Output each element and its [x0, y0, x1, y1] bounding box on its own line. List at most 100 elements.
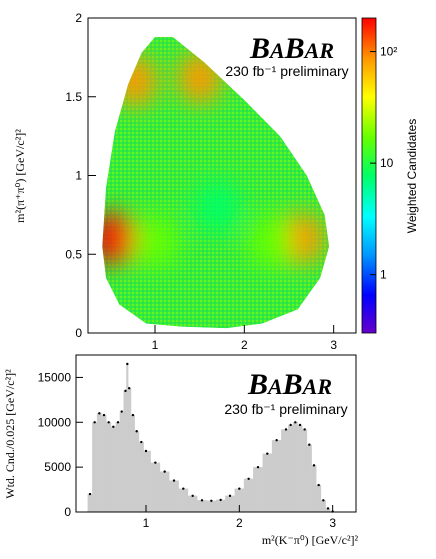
- bottom-x-tick-label: 3: [329, 516, 336, 530]
- histogram-point: [289, 423, 292, 427]
- histogram-point: [228, 494, 232, 498]
- projection-panel: 1 2 3 0 5000 10000 15000 Wtd. Cnd./0.025 [GeV/…: [3, 354, 359, 547]
- histogram-point: [163, 470, 166, 473]
- histogram-point: [144, 449, 148, 453]
- histogram-bar: [187, 495, 198, 513]
- histogram-bar: [302, 429, 308, 513]
- bottom-axes: 1 2 3 0 5000 10000 15000: [38, 370, 337, 530]
- heatmap-hotspot: [249, 215, 294, 268]
- histogram-point: [98, 412, 101, 415]
- histogram-bar: [143, 450, 151, 513]
- histogram-bar: [320, 500, 326, 513]
- bottom-lumi-label: 230 fb⁻¹ preliminary: [224, 401, 347, 417]
- histogram-point: [303, 428, 306, 431]
- histogram-bar: [126, 363, 129, 513]
- top-y-tick-label: 2: [75, 11, 82, 25]
- histogram-point: [294, 421, 297, 424]
- histogram-bar: [262, 453, 273, 513]
- histogram-bar: [115, 422, 121, 513]
- top-y-tick-label: 1.5: [65, 90, 82, 104]
- histogram-bar: [101, 414, 107, 513]
- bottom-x-axis-label: m²(K⁻π⁰) [GeV/c²]²: [262, 533, 359, 547]
- bottom-y-tick-label: 10000: [38, 415, 72, 429]
- histogram-point: [256, 465, 260, 469]
- histogram-bar: [292, 422, 298, 513]
- histogram-point: [154, 461, 157, 464]
- top-x-tick-label: 3: [330, 338, 337, 352]
- histogram-bar: [281, 429, 289, 513]
- histogram-bar: [159, 471, 170, 513]
- histogram-bar: [297, 424, 303, 513]
- histogram-point: [128, 386, 131, 390]
- histogram-point: [200, 499, 204, 502]
- histogram-point: [107, 421, 110, 424]
- top-x-tick-label: 2: [241, 338, 248, 352]
- colorbar-tick-label: 1: [380, 268, 387, 282]
- histogram-bar: [178, 488, 189, 513]
- heatmap-area: [102, 36, 330, 329]
- histogram-bar: [311, 465, 317, 513]
- colorbar-ticks: 1 10 10²: [370, 45, 397, 282]
- histogram-point: [298, 423, 302, 427]
- histogram-bar: [110, 426, 116, 513]
- colorbar: [361, 17, 377, 334]
- histogram-bar: [87, 493, 93, 513]
- histogram-point: [238, 487, 241, 490]
- histogram-bar: [316, 484, 322, 513]
- colorbar-label: Weighted Candidates: [405, 119, 419, 234]
- histogram-point: [322, 499, 325, 502]
- histogram-point: [266, 452, 269, 455]
- histogram-point: [135, 430, 138, 433]
- histogram-bar: [106, 422, 112, 513]
- histogram-point: [120, 410, 123, 413]
- histogram-bar: [92, 422, 98, 513]
- histogram-point: [317, 483, 320, 487]
- heatmap-hotspot: [102, 212, 137, 265]
- histogram-point: [112, 425, 115, 428]
- histogram-bar: [215, 499, 226, 513]
- colorbar-tick-label: 10: [380, 156, 394, 170]
- histogram-point: [326, 507, 330, 510]
- histogram-bar: [128, 388, 132, 513]
- histogram-bar: [197, 500, 207, 513]
- histogram-bar: [288, 424, 294, 513]
- histogram-point: [88, 492, 92, 496]
- heatmap-hotspot: [195, 181, 240, 233]
- top-brand-logo: BABAR: [249, 32, 334, 65]
- top-y-tick-label: 0: [75, 326, 82, 340]
- histogram-point: [140, 440, 143, 444]
- bottom-y-axis-label: Wtd. Cnd./0.025 [GeV/c²]²: [3, 369, 17, 499]
- bottom-y-tick-label: 5000: [44, 460, 71, 474]
- histogram-point: [284, 428, 288, 431]
- heatmap-hotspot: [113, 55, 158, 107]
- histogram-bar: [134, 431, 140, 513]
- histogram-points: [88, 362, 334, 513]
- histogram-bar: [138, 441, 144, 513]
- bottom-y-tick-label: 15000: [38, 370, 72, 384]
- histogram-point: [93, 421, 96, 424]
- top-y-tick-label: 1: [75, 169, 82, 183]
- histogram-point: [124, 389, 127, 393]
- top-y-axis-label: m²(π⁺π⁰) [GeV/c²]²: [13, 129, 27, 223]
- histogram-point: [210, 499, 213, 502]
- bottom-plot-frame: [75, 354, 357, 513]
- histogram-point: [191, 494, 194, 498]
- bottom-brand-logo: BABAR: [247, 368, 332, 401]
- heatmap-hotspot: [177, 51, 222, 104]
- bottom-x-tick-label: 2: [236, 516, 243, 530]
- dalitz-panel: 1 2 3 0 0.5 1 1.5 2 m²(π⁺π⁰) [GeV/c²]² BABAR 23…: [13, 11, 419, 352]
- heatmap-hotspot: [133, 215, 177, 268]
- histogram-bar: [225, 495, 235, 513]
- histogram-bar: [243, 478, 254, 513]
- histogram-bar: [169, 480, 179, 513]
- histogram-bar: [150, 462, 161, 513]
- histogram-bar: [271, 440, 282, 513]
- top-lumi-label: 230 fb⁻¹ preliminary: [225, 63, 348, 79]
- histogram-point: [247, 477, 250, 481]
- histogram-point: [116, 421, 120, 424]
- top-axes: 1 2 3 0 0.5 1 1.5 2: [65, 11, 337, 352]
- histogram-point: [275, 439, 278, 442]
- histogram-point: [182, 487, 185, 490]
- histogram-bar: [96, 413, 102, 513]
